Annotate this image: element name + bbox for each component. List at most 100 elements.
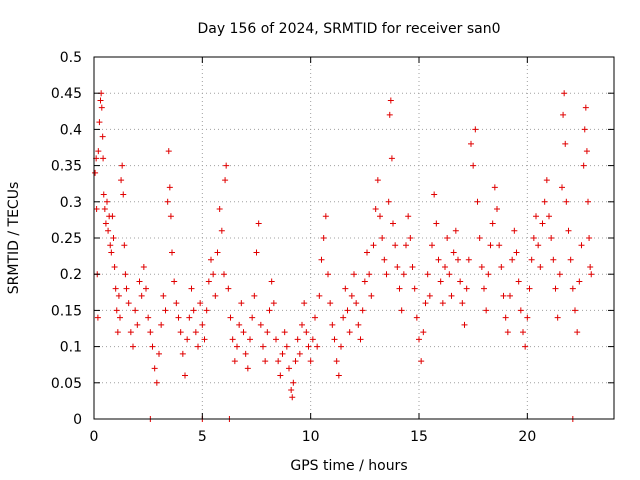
data-point xyxy=(110,235,117,241)
data-point xyxy=(420,329,427,336)
data-point xyxy=(184,336,191,343)
data-point xyxy=(351,271,357,278)
data-point xyxy=(244,365,251,372)
data-point xyxy=(496,242,503,249)
data-point xyxy=(255,220,262,227)
data-point xyxy=(140,263,147,270)
data-point xyxy=(329,321,336,328)
data-point xyxy=(205,278,212,285)
y-tick-label: 0.05 xyxy=(51,376,82,392)
data-point xyxy=(305,343,312,350)
data-point xyxy=(162,307,169,314)
data-point xyxy=(264,329,271,336)
data-point xyxy=(100,155,107,162)
data-point xyxy=(361,278,368,285)
data-point xyxy=(257,321,264,328)
y-tick-label: 0.45 xyxy=(51,86,82,102)
data-point xyxy=(588,271,595,278)
data-point xyxy=(182,372,188,379)
data-point xyxy=(511,227,518,234)
data-point xyxy=(554,314,561,321)
data-point xyxy=(429,242,435,249)
data-point xyxy=(581,126,588,133)
data-point xyxy=(130,343,136,350)
data-point xyxy=(147,329,154,336)
data-point xyxy=(236,321,243,328)
data-point xyxy=(433,220,440,227)
y-tick-labels: 0 0.05 0.1 0.15 0.2 0.25 0.3 0.35 0.4 0.45 0.5 xyxy=(51,50,82,428)
data-point xyxy=(381,256,388,263)
y-tick-label: 0 xyxy=(73,412,82,428)
data-point xyxy=(583,148,590,155)
data-point xyxy=(344,307,351,314)
data-point xyxy=(457,278,464,285)
data-point xyxy=(379,235,386,241)
data-point xyxy=(107,242,114,249)
data-point xyxy=(448,292,455,299)
data-point xyxy=(353,300,360,307)
data-point xyxy=(407,235,414,241)
data-point xyxy=(560,111,567,118)
data-point xyxy=(522,343,529,350)
data-point xyxy=(387,97,394,104)
data-point xyxy=(294,336,301,343)
data-point xyxy=(418,358,425,365)
x-tick-label: 5 xyxy=(198,429,207,445)
data-point xyxy=(118,177,125,184)
y-tick-label: 0.3 xyxy=(60,195,82,211)
data-point xyxy=(459,300,466,307)
data-point xyxy=(112,285,119,292)
data-point xyxy=(320,235,327,241)
data-point xyxy=(383,271,390,278)
data-point xyxy=(576,278,583,285)
data-point xyxy=(93,206,100,213)
data-point xyxy=(234,343,240,350)
data-point xyxy=(550,256,557,263)
x-tick-label: 10 xyxy=(302,429,320,445)
data-point xyxy=(335,372,342,379)
data-point xyxy=(517,307,524,314)
data-point xyxy=(452,227,459,234)
data-point xyxy=(478,263,485,270)
data-point xyxy=(439,300,446,307)
data-point xyxy=(177,329,184,336)
data-point xyxy=(463,285,470,292)
data-point xyxy=(580,162,587,169)
data-point xyxy=(227,314,234,321)
data-point xyxy=(322,213,329,220)
data-point xyxy=(138,292,145,299)
data-point xyxy=(111,263,118,270)
data-point xyxy=(102,220,109,227)
data-point xyxy=(552,285,559,292)
data-point xyxy=(455,256,461,263)
data-point xyxy=(502,314,509,321)
data-point xyxy=(533,213,539,220)
data-point xyxy=(543,177,550,184)
x-axis-title: GPS time / hours xyxy=(290,458,407,474)
data-point xyxy=(301,300,308,307)
data-point xyxy=(385,198,392,205)
data-point xyxy=(346,329,353,336)
data-point xyxy=(509,256,516,263)
data-point xyxy=(119,162,126,169)
data-point xyxy=(290,379,297,386)
data-point xyxy=(437,278,444,285)
data-point xyxy=(165,148,172,155)
data-point xyxy=(562,140,569,147)
data-point xyxy=(171,278,178,285)
data-point xyxy=(338,343,344,350)
data-point xyxy=(535,242,542,249)
data-point xyxy=(470,162,477,169)
data-point xyxy=(481,285,487,292)
x-tick-label: 20 xyxy=(518,429,536,445)
x-tick-labels: 0 5 10 15 20 xyxy=(90,429,537,445)
data-point xyxy=(409,263,416,270)
data-point xyxy=(398,307,405,314)
data-point xyxy=(485,271,492,278)
data-point xyxy=(504,329,511,336)
data-point xyxy=(253,249,260,256)
data-point xyxy=(400,271,407,278)
data-point xyxy=(530,235,537,241)
data-point xyxy=(101,206,108,213)
